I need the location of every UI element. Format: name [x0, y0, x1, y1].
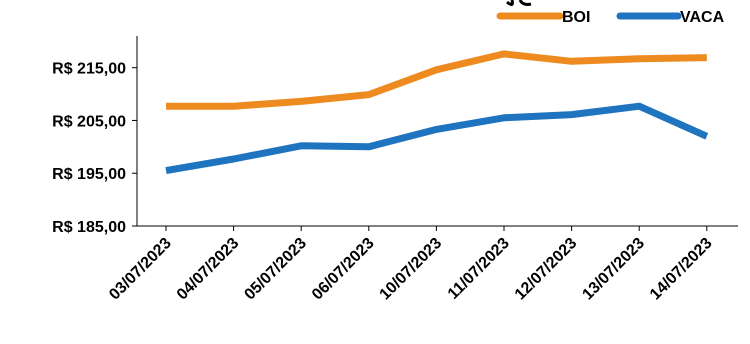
x-tick-label: 03/07/2023 [106, 235, 175, 304]
x-tick-label: 11/07/2023 [445, 235, 513, 303]
legend-label-vaca: VACA [680, 9, 725, 26]
x-tick-label: 12/07/2023 [512, 235, 581, 304]
y-tick-label: R$ 205,00 [52, 113, 126, 130]
legend: BOI VACA [496, 9, 725, 26]
series-line-vaca [165, 102, 709, 175]
x-tick-label: 13/07/2023 [579, 235, 648, 304]
y-axis: R$ 185,00 R$ 195,00 R$ 205,00 R$ 215,00 [52, 36, 138, 236]
x-tick-label: 04/07/2023 [174, 235, 243, 304]
legend-label-boi: BOI [562, 9, 590, 26]
title-fragment [506, 0, 532, 7]
series-line-boi [166, 50, 707, 110]
series-layer [165, 50, 709, 175]
x-tick-label: 05/07/2023 [241, 235, 310, 304]
x-axis: 03/07/202304/07/202305/07/202306/07/2023… [106, 225, 738, 304]
x-tick-label: 14/07/2023 [647, 235, 716, 304]
x-tick-label: 10/07/2023 [377, 235, 446, 304]
y-tick-label: R$ 215,00 [52, 61, 126, 78]
y-tick-label: R$ 185,00 [52, 219, 126, 236]
x-tick-label: 06/07/2023 [309, 235, 378, 304]
y-tick-label: R$ 195,00 [52, 166, 126, 183]
